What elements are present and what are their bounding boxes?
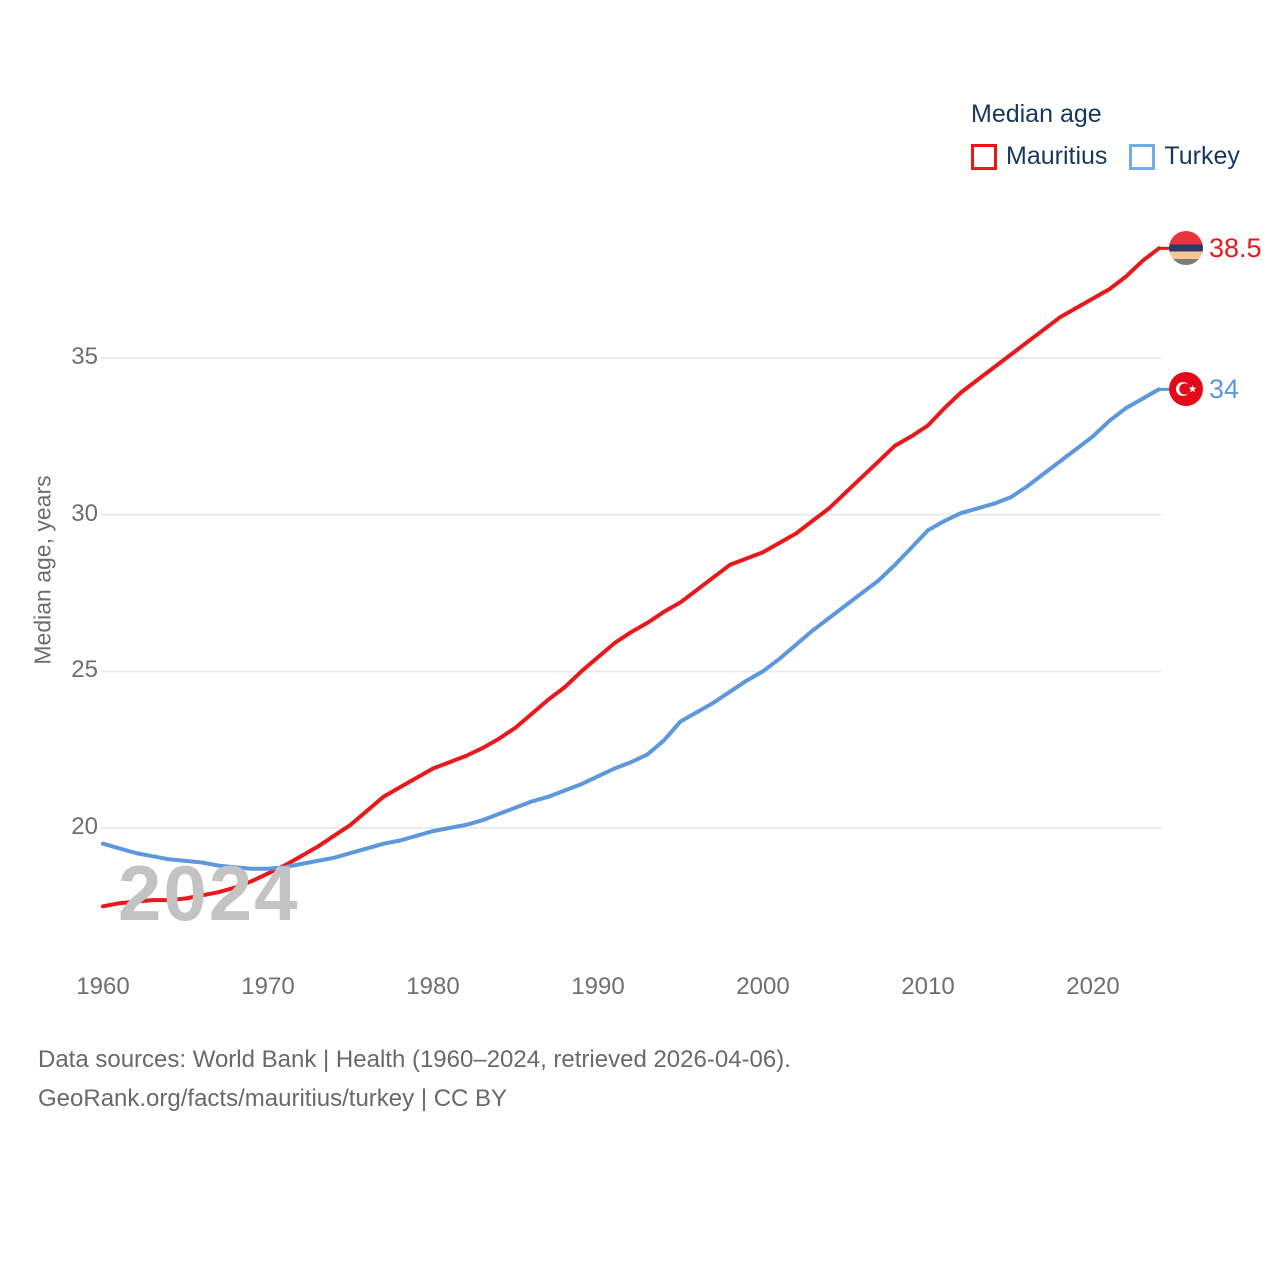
mauritius-flag-icon: [1169, 231, 1203, 266]
x-tick-1990: 1990: [571, 973, 625, 1000]
y-tick-25: 25: [71, 656, 98, 684]
data-sources-line: Data sources: World Bank | Health (1960–…: [38, 1046, 791, 1073]
chart-legend: Median age Mauritius Turkey: [971, 100, 1240, 171]
x-tick-1970: 1970: [241, 973, 295, 1000]
y-tick-30: 30: [71, 499, 98, 527]
x-tick-2000: 2000: [736, 973, 790, 1000]
year-watermark: 2024: [118, 849, 300, 937]
series-line-turkey: [101, 387, 1161, 871]
legend-label-turkey: Turkey: [1164, 142, 1240, 170]
source-attribution: Data sources: World Bank | Health (1960–…: [38, 1040, 791, 1118]
x-tick-1980: 1980: [406, 973, 460, 1000]
mauritius-end-value: 38.5: [1209, 233, 1262, 264]
legend-label-mauritius: Mauritius: [1006, 142, 1108, 170]
x-tick-2020: 2020: [1066, 973, 1120, 1000]
y-tick-35: 35: [71, 343, 98, 370]
legend-item-turkey: Turkey: [1129, 142, 1240, 171]
x-tick-2010: 2010: [901, 973, 955, 1000]
mauritius-swatch-icon: [971, 143, 997, 170]
y-tick-20: 20: [71, 813, 98, 840]
x-tick-1960: 1960: [76, 973, 130, 1000]
turkey-end-value: 34: [1209, 374, 1240, 405]
georank-url-line: GeoRank.org/facts/mauritius/turkey | CC …: [38, 1085, 508, 1112]
series-line-mauritius: [101, 246, 1161, 909]
turkey-swatch-icon: [1129, 143, 1156, 170]
legend-item-mauritius: Mauritius: [971, 142, 1107, 171]
turkey-flag-icon: [1169, 372, 1203, 407]
legend-title: Median age: [971, 100, 1102, 128]
